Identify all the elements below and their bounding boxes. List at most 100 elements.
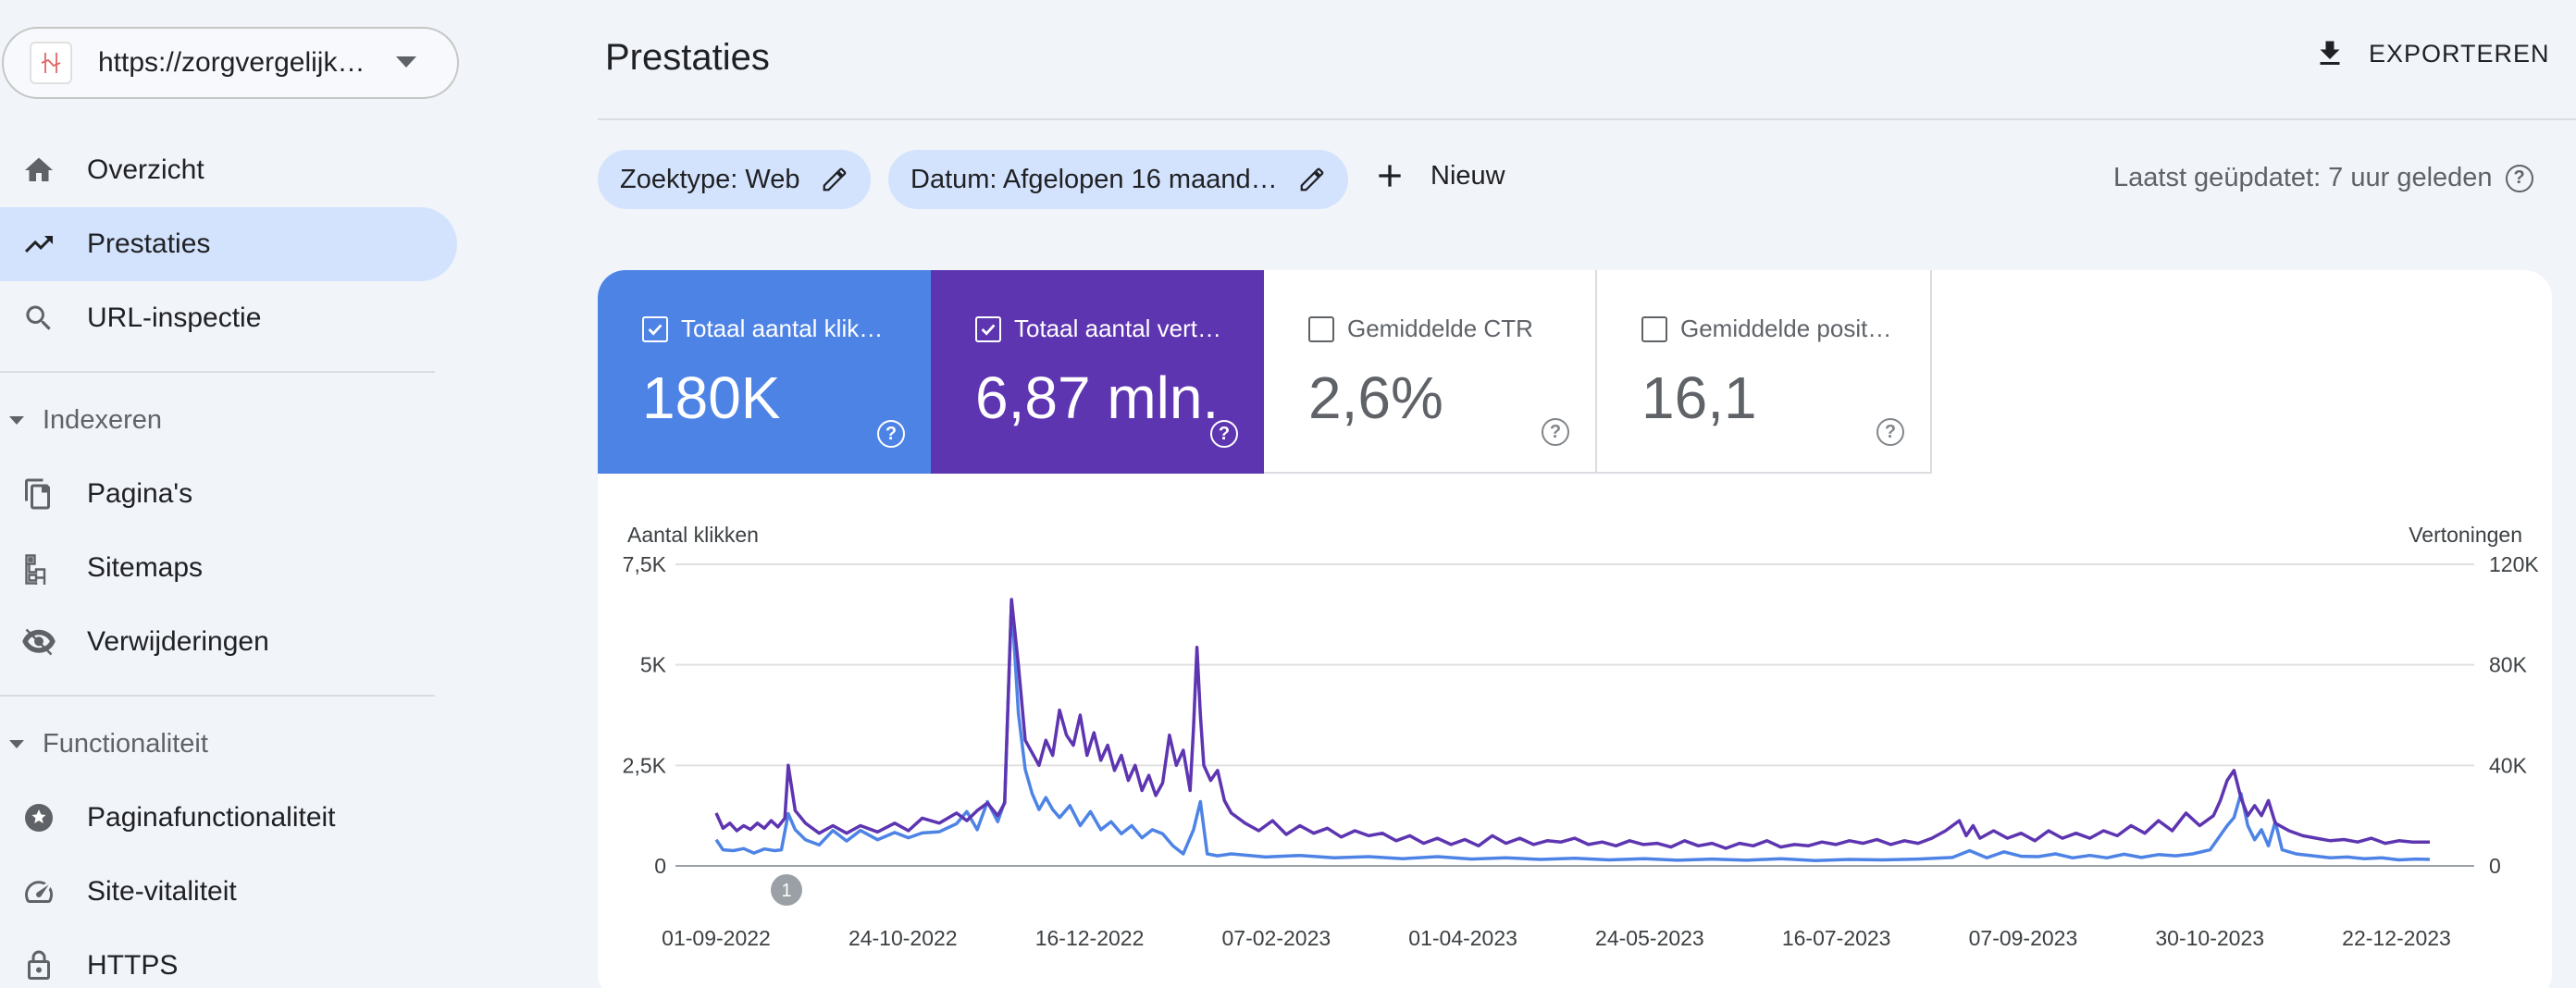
home-icon [22, 154, 56, 187]
nav-item-verwijderingen[interactable]: Verwijderingen [0, 605, 457, 679]
pages-icon [22, 477, 56, 511]
search-icon [22, 302, 56, 335]
new-filter-label: Nieuw [1430, 160, 1505, 191]
page-title: Prestaties [605, 37, 770, 78]
metric-total-clicks[interactable]: Totaal aantal klik… 180K ? [598, 270, 931, 474]
performance-card: Totaal aantal klik… 180K ? Totaal aantal… [598, 270, 2552, 988]
nav-label: Verwijderingen [87, 626, 269, 657]
left-tick-label: 5K [640, 653, 667, 677]
nav-item-site-vitaliteit[interactable]: Site-vitaliteit [0, 855, 457, 929]
left-tick-label: 7,5K [623, 552, 667, 576]
x-tick-label: 01-09-2022 [662, 926, 771, 950]
collapse-triangle-icon [9, 739, 24, 748]
nav-label: Site-vitaliteit [87, 876, 237, 907]
metric-value: 2,6% [1308, 364, 1443, 431]
last-updated: Laatst geüpdatet: 7 uur geleden ? [2113, 163, 2533, 193]
right-axis-label: Vertoningen [2409, 523, 2522, 547]
property-selector[interactable]: https://zorgvergelijk… [2, 27, 459, 99]
section-indexeren[interactable]: Indexeren [0, 392, 435, 448]
metric-value: 6,87 mln. [975, 364, 1220, 431]
x-tick-label: 22-12-2023 [2342, 926, 2451, 950]
metric-value: 16,1 [1641, 364, 1757, 431]
help-icon[interactable]: ? [2505, 164, 2533, 192]
download-icon [2320, 41, 2340, 65]
checkbox-checked-icon[interactable] [642, 315, 668, 342]
sidebar: https://zorgvergelijk… Overzicht Prestat… [0, 0, 463, 988]
annotation-marker-label: 1 [781, 881, 791, 901]
header-divider [598, 118, 2576, 120]
property-url: https://zorgvergelijk… [98, 47, 365, 78]
x-tick-label: 30-10-2023 [2155, 926, 2264, 950]
nav-item-paginas[interactable]: Pagina's [0, 457, 457, 531]
annotation-marker[interactable] [771, 874, 802, 906]
nav-item-overzicht[interactable]: Overzicht [0, 133, 457, 207]
lock-icon [22, 949, 56, 982]
nav-label: Overzicht [87, 154, 204, 185]
trending-up-icon [22, 228, 56, 261]
export-button[interactable]: EXPORTEREN [2313, 37, 2550, 70]
x-tick-label: 07-02-2023 [1222, 926, 1331, 950]
edit-pencil-icon [1300, 167, 1323, 191]
clicks-series-line [714, 599, 2431, 863]
nav-item-prestaties[interactable]: Prestaties [0, 207, 457, 281]
left-axis-label: Aantal klikken [627, 523, 759, 547]
metric-average-position[interactable]: Gemiddelde posit… 16,1 ? [1597, 270, 1932, 474]
chip-label: Zoektype: Web [620, 164, 800, 194]
impressions-series-line [714, 598, 2430, 850]
performance-chart[interactable]: Aantal klikken Vertoningen 7,5K 120K 5K 80K 2,… [598, 474, 2552, 988]
date-chip[interactable]: Datum: Afgelopen 16 maand… [888, 150, 1348, 209]
x-tick-label: 16-07-2023 [1782, 926, 1891, 950]
help-icon[interactable]: ? [1210, 420, 1238, 448]
section-functionaliteit[interactable]: Functionaliteit [0, 716, 435, 772]
metric-label: Gemiddelde posit… [1680, 315, 1892, 342]
page-experience-icon [22, 801, 56, 834]
nav-label: Prestaties [87, 228, 211, 259]
x-tick-label: 24-10-2022 [848, 926, 958, 950]
x-tick-label: 07-09-2023 [1969, 926, 2078, 950]
nav-label: Pagina's [87, 478, 193, 509]
right-tick-label: 80K [2489, 653, 2528, 677]
checkbox-unchecked-icon[interactable] [1641, 315, 1667, 342]
section-label: Functionaliteit [43, 728, 208, 759]
x-tick-label: 01-04-2023 [1408, 926, 1517, 950]
last-updated-text: Laatst geüpdatet: 7 uur geleden [2113, 163, 2493, 192]
collapse-triangle-icon [9, 415, 24, 425]
new-filter-button[interactable]: Nieuw [1371, 157, 1505, 194]
nav-item-url-inspectie[interactable]: URL-inspectie [0, 281, 457, 355]
speedometer-icon [22, 875, 56, 908]
edit-pencil-icon [823, 167, 846, 191]
divider [0, 695, 435, 697]
x-tick-label: 16-12-2022 [1035, 926, 1145, 950]
nav-label: Paginafunctionaliteit [87, 802, 336, 833]
left-tick-label: 2,5K [623, 753, 667, 777]
help-icon[interactable]: ? [1876, 418, 1904, 446]
section-label: Indexeren [43, 404, 162, 435]
x-tick-label: 24-05-2023 [1595, 926, 1704, 950]
metric-total-impressions[interactable]: Totaal aantal vert… 6,87 mln. ? [931, 270, 1264, 474]
nav-label: HTTPS [87, 950, 179, 981]
nav-label: URL-inspectie [87, 303, 262, 333]
metric-label: Totaal aantal klik… [681, 315, 884, 342]
plus-icon [1379, 165, 1401, 187]
metric-average-ctr[interactable]: Gemiddelde CTR 2,6% ? [1264, 270, 1597, 474]
export-label: EXPORTEREN [2369, 39, 2550, 68]
site-favicon-icon [30, 42, 72, 84]
right-tick-label: 0 [2489, 854, 2501, 878]
chip-label: Datum: Afgelopen 16 maand… [910, 164, 1278, 194]
checkbox-unchecked-icon[interactable] [1308, 315, 1334, 342]
checkbox-checked-icon[interactable] [975, 315, 1001, 342]
nav-item-paginafunctionaliteit[interactable]: Paginafunctionaliteit [0, 781, 457, 855]
metric-label: Totaal aantal vert… [1014, 315, 1222, 342]
right-tick-label: 120K [2489, 552, 2539, 576]
nav-label: Sitemaps [87, 552, 204, 583]
right-tick-label: 40K [2489, 753, 2528, 777]
nav-item-sitemaps[interactable]: Sitemaps [0, 531, 457, 605]
nav-item-https[interactable]: HTTPS [0, 929, 457, 988]
divider [0, 371, 435, 373]
metric-label: Gemiddelde CTR [1347, 315, 1533, 342]
eye-off-icon [22, 625, 56, 659]
search-type-chip[interactable]: Zoektype: Web [598, 150, 871, 209]
metric-value: 180K [642, 364, 781, 431]
help-icon[interactable]: ? [1542, 418, 1569, 446]
help-icon[interactable]: ? [877, 420, 905, 448]
